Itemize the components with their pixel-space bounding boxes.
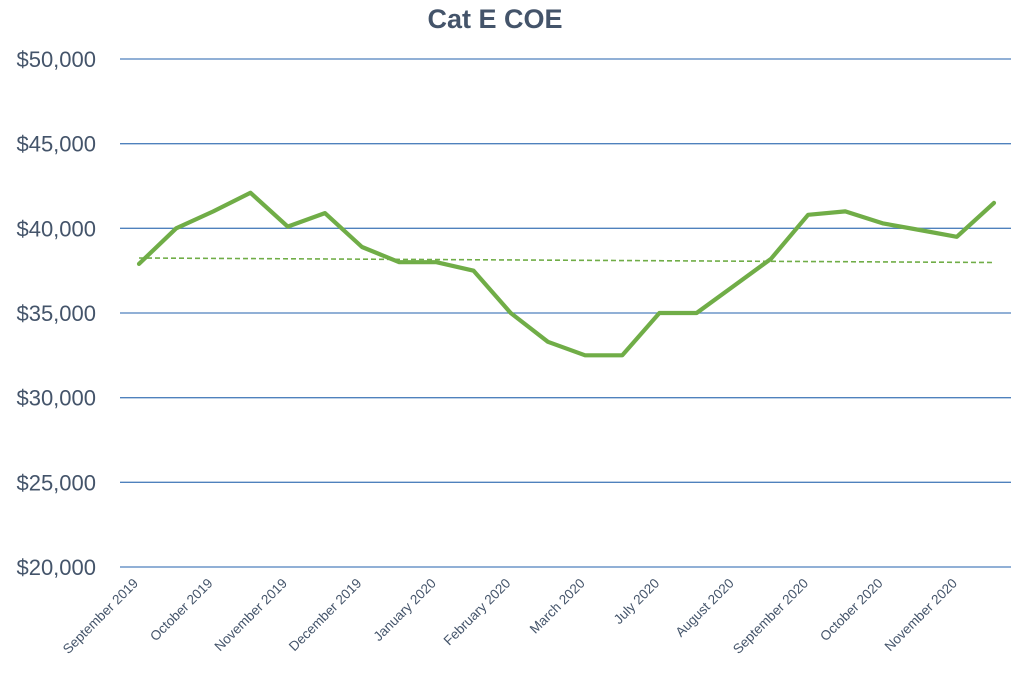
y-tick-label: $40,000 [16,216,96,241]
x-tick-label: July 2020 [611,576,662,627]
series-layer [136,190,997,358]
x-tick-label: October 2019 [147,576,215,644]
x-tick-label: December 2019 [286,576,365,655]
x-tick-label: August 2020 [673,576,737,640]
y-tick-label: $35,000 [16,301,96,326]
y-tick-label: $45,000 [16,132,96,157]
series-line [136,190,997,358]
x-tick-label: September 2020 [730,576,811,657]
gridlines [120,58,1011,568]
x-tick-label: February 2020 [441,576,514,649]
y-tick-label: $20,000 [16,555,96,580]
trendline [138,257,995,264]
y-tick-label: $25,000 [16,470,96,495]
x-tick-label: March 2020 [527,576,588,637]
chart-title: Cat E COE [427,4,562,34]
x-tick-label: September 2019 [60,576,141,657]
x-tick-label: November 2020 [882,576,961,655]
x-tick-label: October 2020 [817,576,885,644]
x-tick-label: January 2020 [370,576,438,644]
x-tick-label: November 2019 [211,576,290,655]
y-tick-label: $50,000 [16,47,96,72]
y-tick-label: $30,000 [16,386,96,411]
y-axis-tick-labels: $20,000 $25,000 $30,000 $35,000 $40,000 $45,0… [16,47,96,580]
